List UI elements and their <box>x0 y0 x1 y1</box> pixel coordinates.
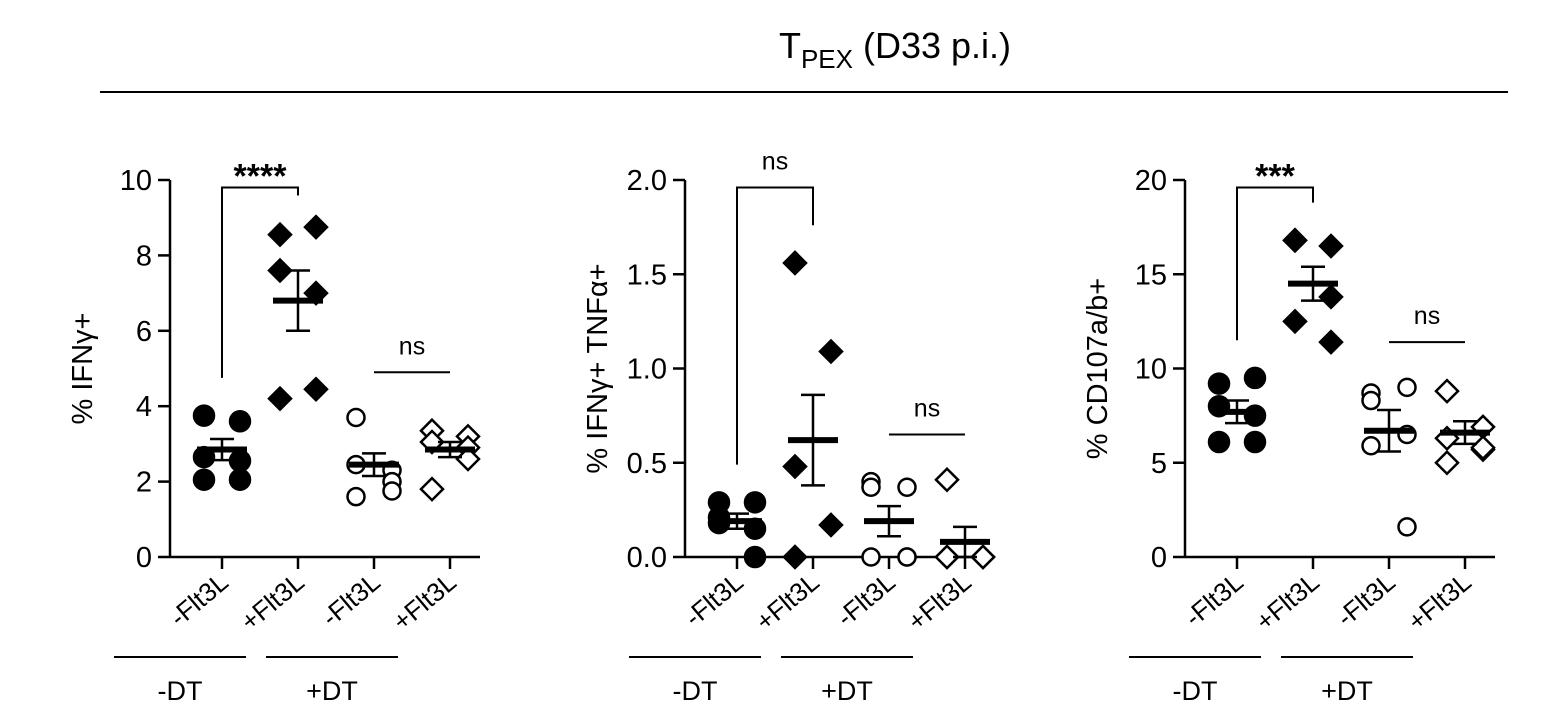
x-tick-label: -Flt3L <box>1179 567 1249 633</box>
data-point <box>1361 390 1381 411</box>
x-tick-label: -Flt3L <box>164 567 234 633</box>
data-point <box>455 446 481 472</box>
data-point <box>1361 436 1381 456</box>
y-tick-label: 0.0 <box>627 542 667 574</box>
y-tick-label: 0.5 <box>627 448 667 480</box>
x-tick-label: +Flt3L <box>387 567 462 637</box>
title-rest: (D33 p.i.) <box>853 25 1011 66</box>
data-point <box>228 468 252 491</box>
data-point <box>303 214 329 240</box>
data-point <box>782 453 808 480</box>
data-point <box>1318 329 1344 355</box>
y-axis-label: % IFNγ+ <box>67 313 99 425</box>
data-point <box>1243 430 1267 454</box>
data-point <box>192 468 216 491</box>
group-label: +DT <box>306 676 358 706</box>
x-tick-label: +Flt3L <box>1402 567 1477 637</box>
data-point <box>818 338 844 365</box>
data-point <box>346 407 366 428</box>
data-point <box>228 410 252 433</box>
data-point <box>1397 517 1417 537</box>
data-point <box>1397 377 1417 398</box>
significance-label: ns <box>914 394 940 422</box>
y-tick-label: 2 <box>136 467 152 499</box>
y-tick-label: 10 <box>120 165 152 197</box>
data-point <box>1207 372 1231 395</box>
data-point <box>1470 434 1496 461</box>
title-main: T <box>779 25 801 66</box>
title-subscript: PEX <box>801 44 853 74</box>
x-tick-label: -Flt3L <box>831 567 901 633</box>
x-tick-label: +Flt3L <box>235 567 310 637</box>
x-tick-label: +Flt3L <box>1250 567 1325 637</box>
y-tick-label: 10 <box>1135 354 1167 386</box>
y-tick-label: 8 <box>136 240 152 272</box>
data-point <box>934 466 960 493</box>
data-point <box>861 477 881 498</box>
data-point <box>1207 430 1231 454</box>
data-point <box>707 506 731 529</box>
group-label: -DT <box>158 676 203 706</box>
significance-label: ns <box>1414 302 1440 330</box>
data-point <box>1434 378 1460 404</box>
x-tick-label: -Flt3L <box>316 567 386 633</box>
y-tick-label: 1.5 <box>627 259 667 291</box>
figure-title: TPEX (D33 p.i.) <box>779 25 1011 74</box>
x-tick-label: -Flt3L <box>679 567 749 633</box>
data-point <box>1318 233 1344 259</box>
bracket <box>1236 186 1314 341</box>
data-point <box>419 476 445 502</box>
data-point <box>1282 308 1308 335</box>
significance-label: ns <box>399 332 425 360</box>
data-point <box>782 544 808 570</box>
data-point <box>743 545 767 569</box>
y-axis-label: % CD107a/b+ <box>1082 278 1114 459</box>
significance-label: *** <box>1255 158 1295 196</box>
group-label: -DT <box>673 676 718 706</box>
data-point <box>934 544 960 570</box>
bracket <box>221 186 299 378</box>
data-point <box>743 491 767 514</box>
y-tick-label: 4 <box>136 391 152 423</box>
y-tick-label: 5 <box>1151 448 1167 480</box>
data-point <box>1282 227 1308 254</box>
data-point <box>861 547 881 567</box>
data-point <box>970 544 996 570</box>
data-point <box>1434 449 1460 476</box>
y-tick-label: 1.0 <box>627 354 667 386</box>
data-point <box>1243 366 1267 390</box>
y-tick-label: 15 <box>1135 259 1167 291</box>
significance-label: **** <box>234 158 288 196</box>
bracket <box>736 186 814 465</box>
significance-label: ns <box>762 148 788 176</box>
y-tick-label: 0 <box>136 542 152 574</box>
group-label: +DT <box>821 676 873 706</box>
y-tick-label: 0 <box>1151 542 1167 574</box>
x-tick-label: +Flt3L <box>750 567 825 637</box>
y-tick-label: 2.0 <box>627 165 667 197</box>
data-point <box>782 250 808 276</box>
x-tick-label: -Flt3L <box>1331 567 1401 633</box>
data-point <box>267 385 293 412</box>
data-point <box>382 481 402 501</box>
x-tick-label: +Flt3L <box>902 567 977 637</box>
data-point <box>267 257 293 284</box>
data-point <box>192 404 216 427</box>
data-point <box>303 376 329 403</box>
data-point <box>897 477 917 498</box>
y-tick-label: 6 <box>136 316 152 348</box>
data-point <box>897 547 917 567</box>
y-axis-label: % IFNγ+ TNFα+ <box>582 263 614 473</box>
data-point <box>346 486 366 507</box>
data-point <box>818 512 844 538</box>
group-label: +DT <box>1321 676 1373 706</box>
y-tick-label: 20 <box>1135 165 1167 197</box>
group-label: -DT <box>1173 676 1218 706</box>
data-point <box>267 221 293 248</box>
data-point <box>1318 284 1344 310</box>
